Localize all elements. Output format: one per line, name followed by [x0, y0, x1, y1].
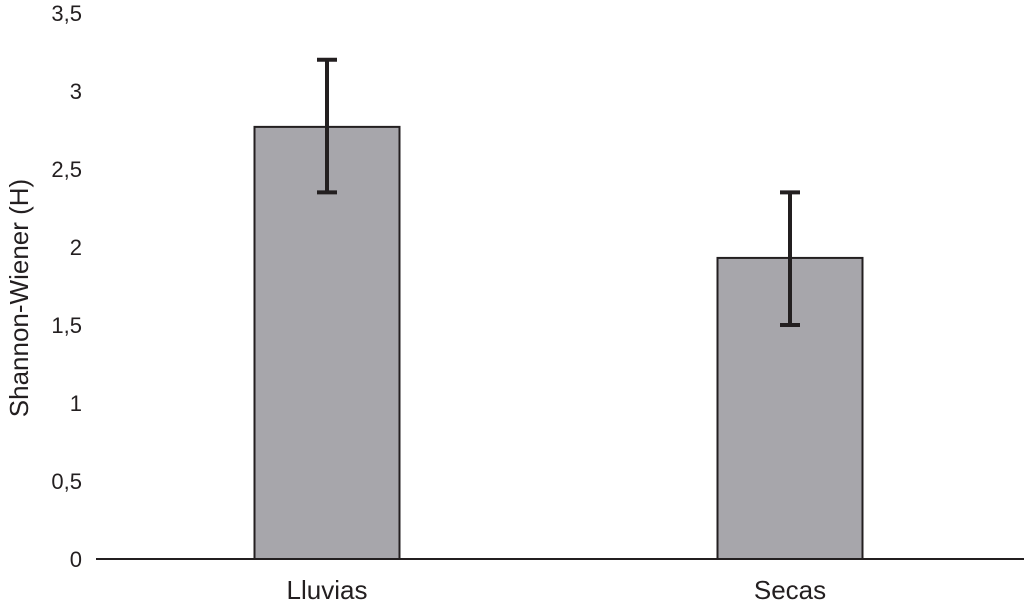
- y-tick-label: 2: [70, 235, 82, 260]
- error-bars-layer: [317, 57, 800, 327]
- y-tick-label: 3,5: [51, 1, 82, 26]
- x-category-label: Lluvias: [287, 575, 368, 605]
- x-category-labels: Lluvias Secas: [287, 575, 827, 605]
- y-tick-labels: 0 0,5 1 1,5 2 2,5 3 3,5: [51, 1, 82, 572]
- y-tick-label: 1: [70, 391, 82, 416]
- bar-lluvias: [253, 125, 401, 560]
- x-category-label: Secas: [754, 575, 826, 605]
- bars-layer: [253, 125, 864, 560]
- y-axis-title: Shannon-Wiener (H): [4, 179, 34, 417]
- y-tick-label: 1,5: [51, 313, 82, 338]
- y-tick-label: 0,5: [51, 469, 82, 494]
- y-tick-label: 2,5: [51, 157, 82, 182]
- y-tick-label: 0: [70, 547, 82, 572]
- y-tick-label: 3: [70, 79, 82, 104]
